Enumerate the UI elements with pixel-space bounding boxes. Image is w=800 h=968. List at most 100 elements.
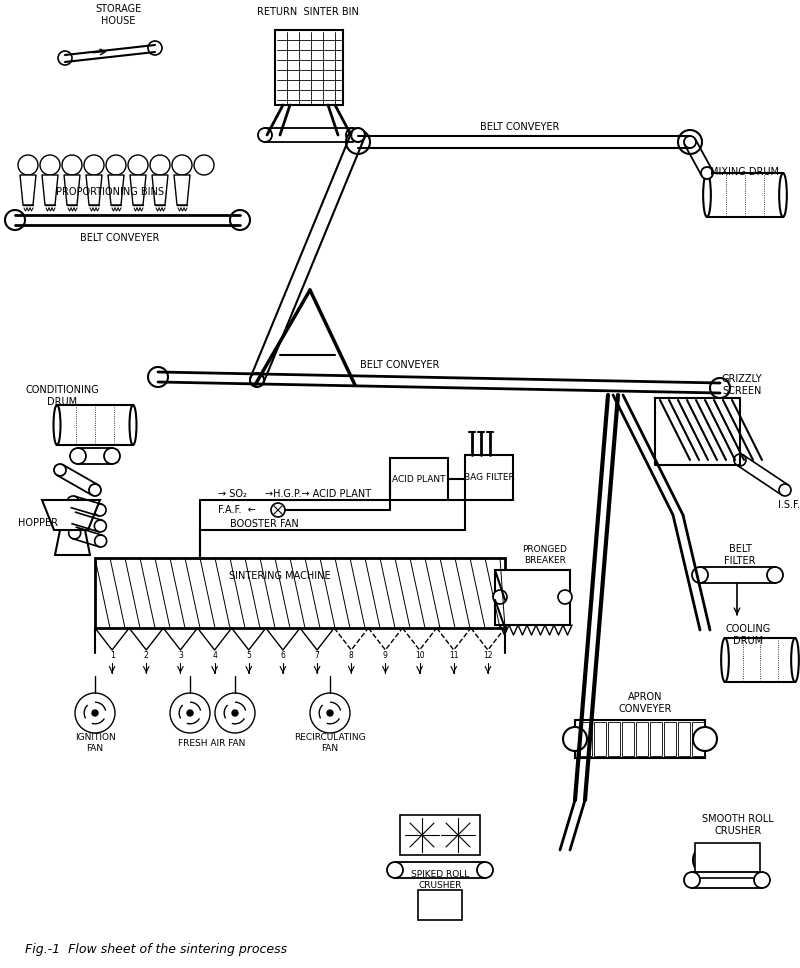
Polygon shape xyxy=(20,175,36,205)
Circle shape xyxy=(58,51,72,65)
Circle shape xyxy=(54,464,66,476)
Circle shape xyxy=(68,512,80,524)
Circle shape xyxy=(70,448,86,464)
Circle shape xyxy=(148,41,162,55)
Text: BAG FILTER: BAG FILTER xyxy=(464,472,514,481)
Bar xyxy=(57,405,133,445)
Circle shape xyxy=(5,210,25,230)
Bar xyxy=(418,890,462,920)
Circle shape xyxy=(387,862,403,878)
Circle shape xyxy=(18,155,38,175)
Circle shape xyxy=(327,710,333,716)
Circle shape xyxy=(172,155,192,175)
Circle shape xyxy=(351,128,365,142)
Bar xyxy=(664,722,676,756)
Text: 11: 11 xyxy=(449,651,458,660)
Bar xyxy=(594,722,606,756)
Text: PROPORTIONING BINS: PROPORTIONING BINS xyxy=(56,187,164,197)
Circle shape xyxy=(104,448,120,464)
Circle shape xyxy=(701,167,713,179)
Circle shape xyxy=(75,693,115,733)
Circle shape xyxy=(442,819,474,851)
Text: SPIKED ROLL
CRUSHER: SPIKED ROLL CRUSHER xyxy=(411,870,469,890)
Text: GRIZZLY
SCREEN: GRIZZLY SCREEN xyxy=(722,375,762,396)
Text: 10: 10 xyxy=(414,651,424,660)
Text: APRON
CONVEYER: APRON CONVEYER xyxy=(618,692,672,713)
Text: Fig.-1  Flow sheet of the sintering process: Fig.-1 Flow sheet of the sintering proce… xyxy=(25,944,287,956)
Polygon shape xyxy=(108,175,124,205)
Circle shape xyxy=(734,454,746,466)
Ellipse shape xyxy=(703,173,711,217)
Text: SMOOTH ROLL
CRUSHER: SMOOTH ROLL CRUSHER xyxy=(702,814,774,835)
Circle shape xyxy=(684,136,696,148)
Circle shape xyxy=(40,155,60,175)
Ellipse shape xyxy=(130,405,137,445)
Circle shape xyxy=(477,862,493,878)
Text: BOOSTER FAN: BOOSTER FAN xyxy=(230,519,298,529)
Text: 12: 12 xyxy=(483,651,493,660)
Circle shape xyxy=(258,128,272,142)
Text: I.S.F.: I.S.F. xyxy=(778,500,800,510)
Circle shape xyxy=(693,845,723,875)
Bar xyxy=(636,722,648,756)
Bar xyxy=(608,722,620,756)
Text: PRONGED
BREAKER: PRONGED BREAKER xyxy=(522,545,567,564)
Text: 2: 2 xyxy=(144,651,149,660)
Circle shape xyxy=(346,130,370,154)
Circle shape xyxy=(148,367,168,387)
Text: RETURN  SINTER BIN: RETURN SINTER BIN xyxy=(257,7,359,17)
Circle shape xyxy=(779,484,791,496)
Text: BELT
FILTER: BELT FILTER xyxy=(724,544,756,566)
Circle shape xyxy=(727,845,757,875)
Text: CONDITIONING
DRUM: CONDITIONING DRUM xyxy=(25,385,99,407)
Text: BELT CONVEYER: BELT CONVEYER xyxy=(480,122,560,132)
Text: SINTERING MACHINE: SINTERING MACHINE xyxy=(229,571,330,581)
Polygon shape xyxy=(42,500,100,530)
Circle shape xyxy=(710,378,730,398)
Circle shape xyxy=(406,819,438,851)
Circle shape xyxy=(62,155,82,175)
Bar xyxy=(707,173,783,217)
Circle shape xyxy=(232,710,238,716)
Bar xyxy=(95,558,505,628)
Bar xyxy=(678,722,690,756)
Bar xyxy=(275,30,343,105)
Circle shape xyxy=(493,590,507,604)
Ellipse shape xyxy=(54,405,61,445)
Circle shape xyxy=(767,567,783,583)
Text: F.A.F.  ←: F.A.F. ← xyxy=(218,505,256,515)
Text: → SO₂: → SO₂ xyxy=(218,489,247,499)
Circle shape xyxy=(67,496,79,508)
Polygon shape xyxy=(174,175,190,205)
Circle shape xyxy=(106,155,126,175)
Ellipse shape xyxy=(779,173,787,217)
Bar xyxy=(400,815,480,855)
Circle shape xyxy=(346,128,360,142)
Text: 3: 3 xyxy=(178,651,183,660)
Bar xyxy=(390,458,448,500)
Circle shape xyxy=(692,567,708,583)
Ellipse shape xyxy=(721,638,729,682)
Circle shape xyxy=(94,520,106,532)
Text: 8: 8 xyxy=(349,651,354,660)
Polygon shape xyxy=(42,175,58,205)
Circle shape xyxy=(563,727,587,751)
Text: BELT CONVEYER: BELT CONVEYER xyxy=(80,233,160,243)
Polygon shape xyxy=(86,175,102,205)
Circle shape xyxy=(558,590,572,604)
Text: →H.G.P.→ ACID PLANT: →H.G.P.→ ACID PLANT xyxy=(265,489,371,499)
Circle shape xyxy=(684,872,700,888)
Ellipse shape xyxy=(791,638,799,682)
Text: HOPPER: HOPPER xyxy=(18,518,58,528)
Circle shape xyxy=(215,693,255,733)
Polygon shape xyxy=(64,175,80,205)
Text: RECIRCULATING
FAN: RECIRCULATING FAN xyxy=(294,734,366,753)
Circle shape xyxy=(678,130,702,154)
Circle shape xyxy=(187,710,193,716)
Circle shape xyxy=(94,504,106,516)
Bar xyxy=(465,455,513,500)
Circle shape xyxy=(754,872,770,888)
Polygon shape xyxy=(152,175,168,205)
Text: BELT CONVEYER: BELT CONVEYER xyxy=(360,360,440,370)
Circle shape xyxy=(84,155,104,175)
